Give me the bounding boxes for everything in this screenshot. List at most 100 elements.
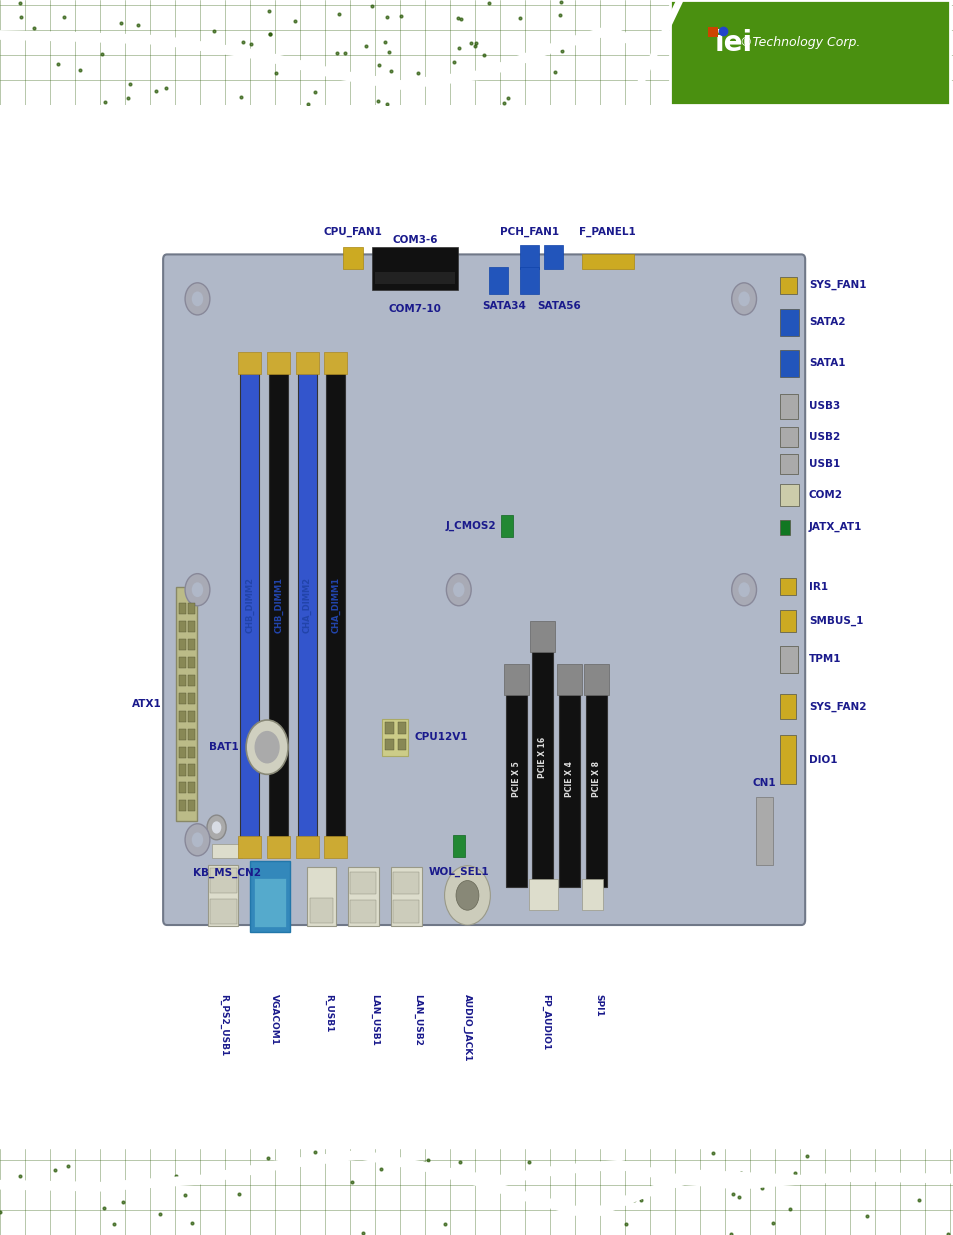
Bar	[583, 664, 608, 695]
Circle shape	[456, 881, 478, 910]
Bar	[179, 603, 186, 614]
Text: SPI1: SPI1	[594, 994, 603, 1016]
Bar	[267, 836, 290, 858]
Text: CPU_FAN1: CPU_FAN1	[323, 227, 382, 237]
Text: CHA_DIMM1: CHA_DIMM1	[331, 577, 340, 634]
Circle shape	[192, 583, 203, 598]
Bar	[295, 352, 318, 374]
Bar	[188, 657, 194, 668]
Bar	[176, 587, 197, 821]
Bar	[188, 729, 194, 740]
Text: PCIE X 16: PCIE X 16	[537, 736, 547, 778]
Bar	[780, 735, 795, 784]
Bar	[780, 350, 799, 377]
Circle shape	[192, 832, 203, 847]
Bar	[267, 352, 290, 374]
Bar	[179, 621, 186, 632]
Text: TPM1: TPM1	[808, 655, 841, 664]
Circle shape	[731, 574, 756, 606]
Bar	[532, 627, 553, 887]
Bar	[179, 657, 186, 668]
Bar	[780, 578, 795, 595]
Bar	[393, 900, 418, 923]
Bar	[385, 739, 394, 750]
Text: ®Technology Corp.: ®Technology Corp.	[740, 37, 860, 49]
Text: SATA2: SATA2	[808, 317, 844, 327]
Bar	[179, 710, 186, 721]
Text: BAT1: BAT1	[209, 742, 238, 752]
Circle shape	[446, 574, 471, 606]
Text: CN1: CN1	[752, 778, 775, 788]
Circle shape	[185, 824, 210, 856]
Text: CHB_DIMM2: CHB_DIMM2	[245, 577, 254, 634]
Text: LAN_USB1: LAN_USB1	[370, 994, 379, 1046]
Bar	[519, 245, 538, 269]
Text: PCIE X 5: PCIE X 5	[511, 761, 520, 797]
Text: SATA34: SATA34	[481, 301, 525, 311]
Circle shape	[453, 583, 464, 598]
Bar	[307, 867, 335, 926]
Bar	[585, 671, 606, 887]
Text: USB3: USB3	[808, 401, 840, 411]
Circle shape	[738, 583, 749, 598]
Bar	[188, 764, 194, 776]
Bar	[188, 693, 194, 704]
Text: FP_AUDIO1: FP_AUDIO1	[540, 994, 550, 1051]
Text: JATX_AT1: JATX_AT1	[808, 522, 862, 532]
Bar	[188, 800, 194, 811]
Bar	[350, 872, 375, 894]
Text: IR1: IR1	[808, 582, 827, 592]
Text: CHB_DIMM1: CHB_DIMM1	[274, 577, 283, 634]
Bar	[780, 427, 797, 447]
Bar	[238, 836, 261, 858]
Bar	[310, 898, 333, 923]
Bar	[780, 484, 799, 506]
Bar	[397, 739, 406, 750]
Bar	[295, 836, 318, 858]
Bar	[755, 797, 772, 864]
Bar	[780, 277, 796, 294]
Text: CPU12V1: CPU12V1	[415, 732, 468, 742]
Text: SATA56: SATA56	[537, 301, 580, 311]
Bar	[324, 352, 347, 374]
Bar	[780, 309, 799, 336]
Bar	[188, 710, 194, 721]
Bar	[324, 836, 347, 858]
Bar	[543, 245, 562, 269]
Bar	[179, 746, 186, 758]
Bar	[391, 867, 421, 926]
Bar	[188, 603, 194, 614]
Text: PCIE X 4: PCIE X 4	[564, 761, 574, 797]
Circle shape	[185, 283, 210, 315]
Text: WOL_SEL1: WOL_SEL1	[428, 867, 489, 877]
Text: COM7-10: COM7-10	[388, 304, 441, 314]
Circle shape	[212, 821, 221, 834]
Text: USB2: USB2	[808, 432, 840, 442]
Bar	[393, 872, 418, 894]
Bar	[375, 272, 455, 284]
Bar	[253, 878, 286, 927]
Bar	[557, 664, 581, 695]
Bar	[179, 783, 186, 793]
Bar	[210, 899, 236, 924]
Bar	[210, 868, 236, 893]
Bar	[385, 722, 394, 734]
Bar	[179, 640, 186, 650]
Bar	[558, 671, 579, 887]
Circle shape	[254, 731, 279, 763]
Circle shape	[207, 815, 226, 840]
Bar	[326, 358, 345, 852]
Bar	[529, 879, 558, 910]
Bar	[707, 27, 718, 37]
Text: R_USB1: R_USB1	[324, 994, 334, 1032]
Text: AUDIO_JACK1: AUDIO_JACK1	[462, 994, 472, 1062]
Text: COM3-6: COM3-6	[392, 235, 437, 245]
Bar	[179, 800, 186, 811]
Bar	[188, 640, 194, 650]
Text: SMBUS_1: SMBUS_1	[808, 616, 862, 626]
Bar	[581, 254, 634, 269]
Bar	[188, 783, 194, 793]
Bar	[780, 520, 789, 535]
Circle shape	[738, 291, 749, 306]
Text: SATA1: SATA1	[808, 358, 844, 368]
